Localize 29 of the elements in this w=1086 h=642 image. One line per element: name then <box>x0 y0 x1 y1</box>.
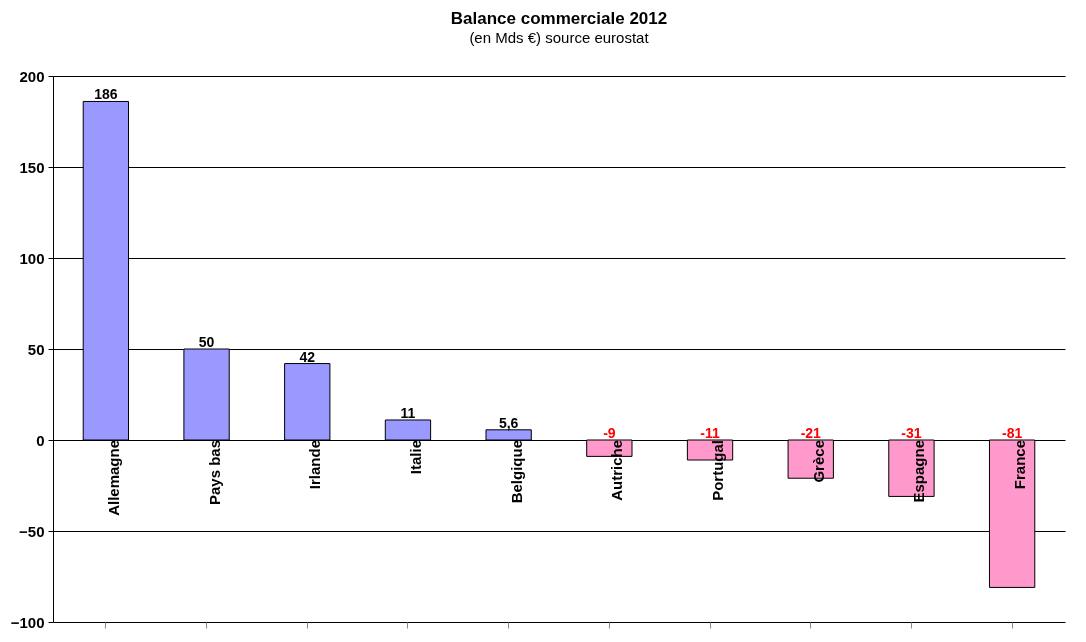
x-tick-label: Autriche <box>608 440 626 501</box>
data-label: 50 <box>198 334 215 350</box>
data-label: 11 <box>400 404 416 421</box>
chart-title: Balance commerciale 2012 <box>450 9 668 28</box>
y-tick-label: −100 <box>10 613 45 631</box>
x-tick-label: Pays bas <box>205 440 223 506</box>
data-label: -81 <box>1002 425 1023 441</box>
x-tick-label: Espagne <box>910 440 928 503</box>
data-label: -11 <box>700 425 720 441</box>
y-tick-label: 0 <box>36 431 45 449</box>
y-tick-label: −50 <box>19 522 45 540</box>
x-tick-label: Portugal <box>709 440 727 501</box>
data-label: -21 <box>800 425 822 441</box>
data-label: -31 <box>901 425 922 441</box>
chart-subtitle: (en Mds €) source eurostat <box>469 29 650 46</box>
data-label: 42 <box>299 348 316 365</box>
data-label: 5,6 <box>498 414 519 431</box>
x-tick-label: Allemagne <box>104 440 122 516</box>
x-tick-label: France <box>1011 440 1029 490</box>
x-tick-label: Irlande <box>306 440 324 490</box>
data-label: 186 <box>94 86 118 103</box>
x-tick-label: Grèce <box>809 440 827 483</box>
y-tick-label: 100 <box>19 249 45 267</box>
y-tick-label: 150 <box>19 158 45 176</box>
y-tick-label: 200 <box>19 67 45 85</box>
x-tick-label: Italie <box>406 440 424 475</box>
x-tick-label: Belgique <box>507 440 525 504</box>
y-tick-label: 50 <box>27 340 45 358</box>
data-label: -9 <box>603 425 616 441</box>
